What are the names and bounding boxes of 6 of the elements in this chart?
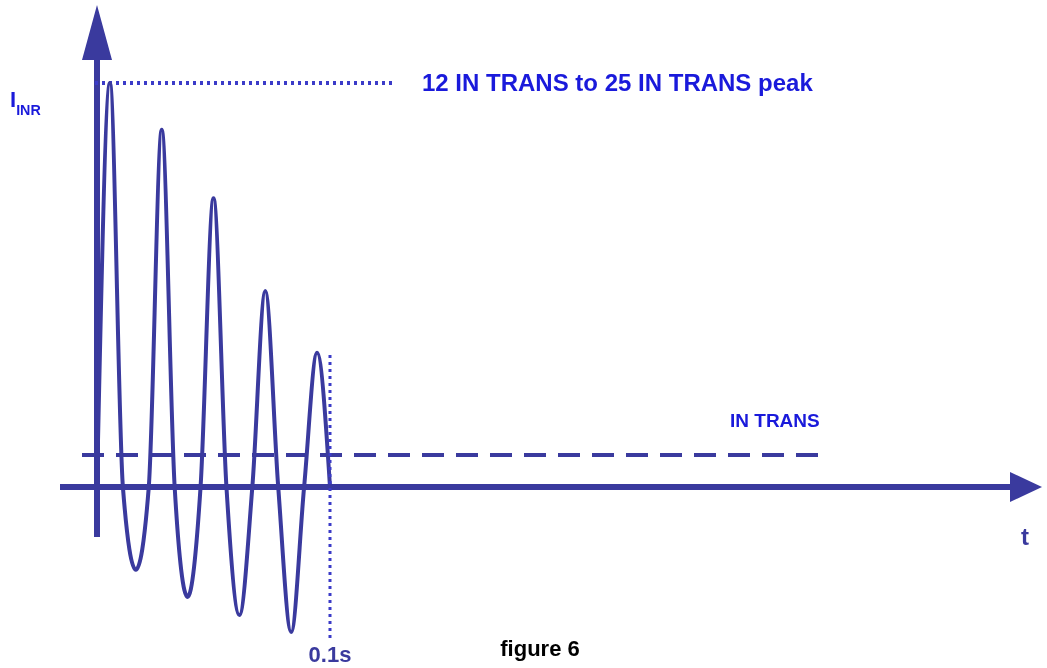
text: 0.1s xyxy=(308,642,352,667)
text: t xyxy=(1021,523,1029,550)
ref-line-label: IN TRANS xyxy=(730,410,820,432)
caption: figure 6 xyxy=(500,636,580,661)
ref-line-label: 12 IN TRANS to 25 IN TRANS peak xyxy=(422,69,814,96)
y-axis-title: I$_{INR}$ xyxy=(10,87,42,118)
